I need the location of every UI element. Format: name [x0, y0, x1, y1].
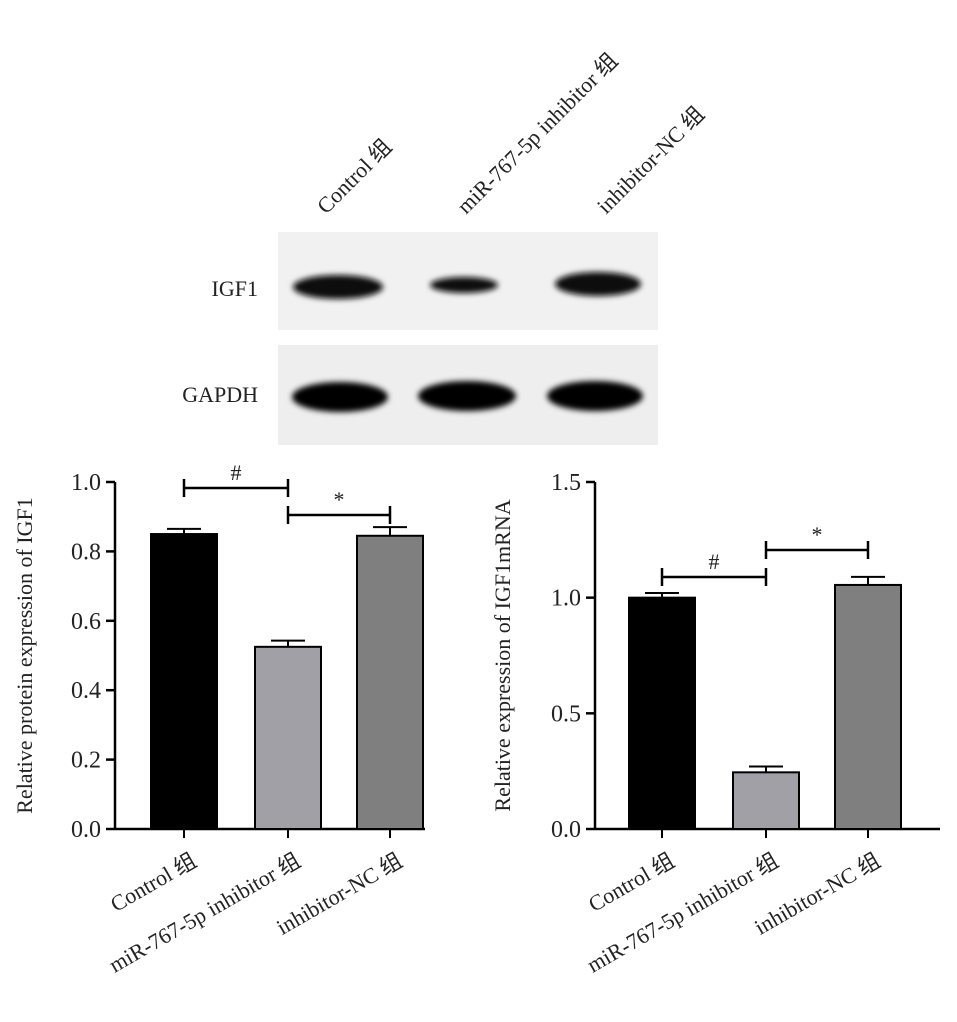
x-tick-label: Control 组 — [584, 848, 679, 917]
y-tick-label: 0.0 — [71, 817, 101, 843]
y-tick-label: 0.6 — [71, 609, 101, 635]
y-tick-label: 1.0 — [71, 470, 101, 496]
y-tick-label: 1.5 — [551, 470, 581, 496]
bar — [628, 596, 696, 831]
bar — [254, 645, 322, 831]
bar — [834, 583, 902, 831]
band — [418, 381, 516, 411]
band — [547, 381, 643, 411]
row-label: IGF1 — [212, 276, 258, 301]
sig-label: # — [231, 460, 242, 485]
bar — [356, 534, 424, 830]
band — [292, 382, 388, 412]
bar — [150, 533, 218, 830]
x-tick-label: miR-767-5p inhibitor 组 — [583, 848, 783, 978]
sig-label: # — [709, 549, 720, 574]
band — [430, 277, 498, 293]
western-blot: IGF1 GAPDH Control 组 miR-767-5p inhibito… — [182, 48, 709, 445]
band — [293, 275, 383, 299]
lane-label: inhibitor-NC 组 — [592, 101, 709, 218]
bar — [732, 771, 800, 830]
y-tick-label: 0.5 — [551, 701, 581, 727]
row-label: GAPDH — [182, 382, 258, 407]
y-axis-title: Relative expression of IGF1mRNA — [490, 499, 515, 811]
x-tick-label: miR-767-5p inhibitor 组 — [105, 848, 305, 978]
y-axis-title: Relative protein expression of IGF1 — [12, 497, 37, 814]
y-tick-label: 0.4 — [71, 678, 101, 704]
lane-label: Control 组 — [312, 134, 397, 219]
lane-label: miR-767-5p inhibitor 组 — [452, 48, 623, 219]
x-tick-label: Control 组 — [106, 848, 201, 917]
y-tick-label: 0.2 — [71, 748, 101, 774]
band — [555, 272, 641, 296]
sig-label: * — [334, 487, 345, 512]
y-tick-label: 0.0 — [551, 817, 581, 843]
sig-label: * — [812, 522, 823, 547]
y-tick-label: 1.0 — [551, 586, 581, 612]
y-tick-label: 0.8 — [71, 539, 101, 565]
